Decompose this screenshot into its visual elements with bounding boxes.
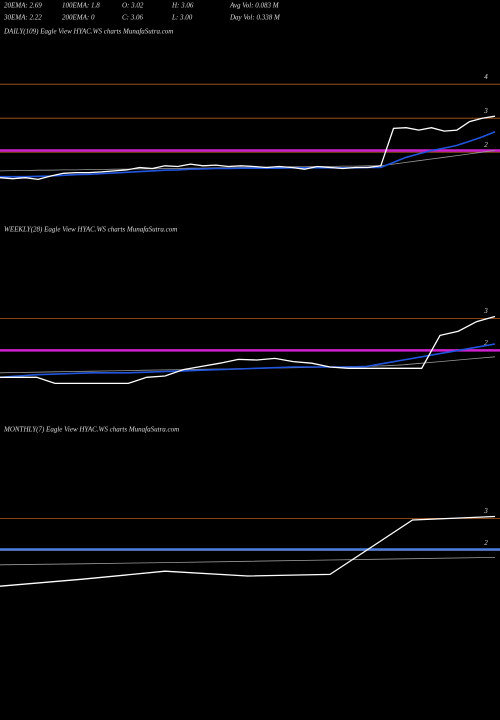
y-tick-label: 2 [484, 539, 488, 547]
header-stat: Day Vol: 0.338 M [229, 14, 281, 22]
price-line [0, 343, 496, 379]
header-stat: H: 3.06 [171, 2, 194, 10]
header-stat: 30EMA: 2.22 [3, 14, 42, 22]
header-stat: 100EMA: 1.8 [62, 2, 100, 10]
panel-title: WEEKLY(28) Eagle View HYAC.WS charts Mun… [4, 226, 177, 234]
y-tick-label: 2 [484, 141, 488, 149]
header-stat: 20EMA: 2.69 [4, 2, 42, 10]
price-line [0, 315, 496, 385]
header-stat: L: 3.00 [171, 14, 193, 22]
header-stat: 200EMA: 0 [62, 14, 95, 22]
price-line [0, 115, 496, 181]
price-line [0, 515, 496, 587]
y-tick-label: 3 [483, 507, 488, 515]
price-line [0, 131, 496, 178]
y-tick-label: 4 [484, 73, 488, 81]
panel-title: MONTHLY(7) Eagle View HYAC.WS charts Mun… [3, 426, 179, 434]
panel-title: DAILY(109) Eagle View HYAC.WS charts Mun… [3, 28, 173, 36]
y-tick-label: 2 [484, 339, 488, 347]
y-tick-label: 3 [483, 307, 488, 315]
price-line [0, 557, 496, 566]
y-tick-label: 3 [483, 107, 488, 115]
header-stat: O: 3.02 [122, 2, 144, 10]
header-stat: Avg Vol: 0.083 M [229, 2, 280, 10]
header-stat: C: 3.06 [122, 14, 144, 22]
